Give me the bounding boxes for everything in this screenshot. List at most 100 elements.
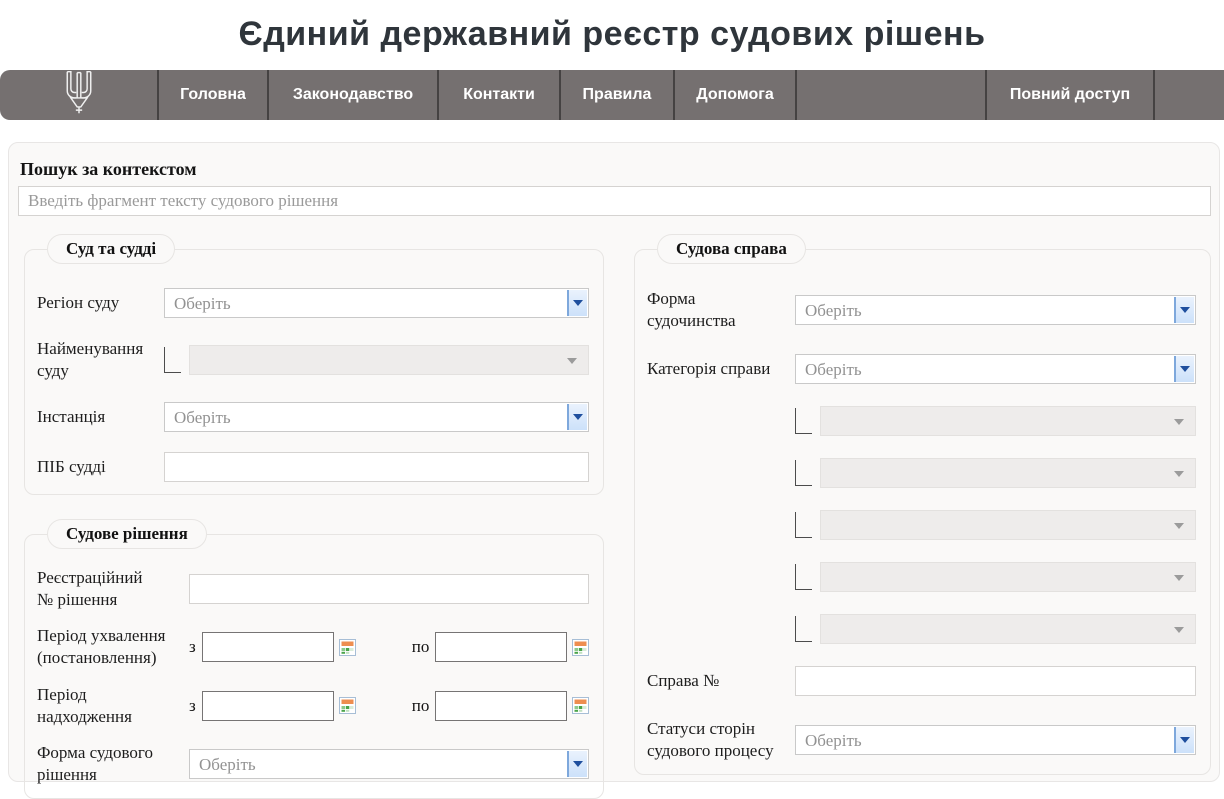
context-search-input[interactable] bbox=[18, 186, 1211, 216]
nav-item-legislation[interactable]: Законодавство bbox=[267, 70, 437, 120]
court-name-row: Найменування суду bbox=[37, 338, 589, 382]
court-fieldset-legend: Суд та судді bbox=[47, 234, 176, 264]
page-title: Єдиний державний реєстр судових рішень bbox=[238, 15, 986, 53]
judge-name-row: ПІБ судді bbox=[37, 452, 589, 483]
receipt-date-to-input[interactable] bbox=[435, 690, 568, 721]
calendar-icon[interactable] bbox=[338, 697, 356, 715]
chevron-down-icon[interactable] bbox=[567, 404, 587, 431]
court-region-label: Регіон суду bbox=[37, 292, 120, 312]
chevron-down-icon bbox=[1174, 575, 1184, 582]
nav-item-label: Контакти bbox=[463, 86, 535, 103]
decision-form-row: Форма судового рішення Оберіть bbox=[37, 742, 590, 786]
nav-item-label: Правила bbox=[582, 86, 652, 103]
nav-item-home[interactable]: Головна bbox=[157, 70, 267, 120]
decision-form-select[interactable]: Оберіть bbox=[189, 748, 590, 779]
child-level-marker bbox=[795, 616, 812, 643]
proceedings-form-row: Форма судочинства Оберіть bbox=[647, 288, 1196, 332]
select-placeholder-text: Оберіть bbox=[174, 294, 231, 313]
child-level-marker bbox=[795, 408, 812, 435]
proceedings-form-label: Форма судочинства bbox=[647, 289, 736, 331]
case-number-label: Справа № bbox=[647, 671, 720, 691]
receipt-date-from-input[interactable] bbox=[201, 690, 334, 721]
nav-item-label: Повний доступ bbox=[1009, 86, 1131, 103]
judge-name-label: ПІБ судді bbox=[37, 457, 106, 477]
adoption-date-from-input[interactable] bbox=[201, 632, 334, 663]
decision-form-label: Форма судового рішення bbox=[37, 742, 153, 784]
case-number-input[interactable] bbox=[795, 666, 1196, 697]
chevron-down-icon[interactable] bbox=[567, 290, 587, 316]
adoption-period-row: Період ухвалення (постановлення) з по bbox=[37, 625, 590, 669]
adoption-date-to-input[interactable] bbox=[435, 632, 568, 663]
chevron-down-icon[interactable] bbox=[567, 750, 588, 777]
chevron-down-icon bbox=[1174, 419, 1184, 426]
case-number-row: Справа № bbox=[647, 666, 1196, 697]
chevron-down-icon bbox=[1174, 523, 1184, 530]
decision-fieldset-legend: Судове рішення bbox=[47, 519, 207, 550]
nav-item-label: Головна bbox=[180, 86, 246, 103]
date-from-label: з bbox=[189, 637, 196, 657]
calendar-icon[interactable] bbox=[572, 638, 590, 656]
child-level-marker bbox=[795, 460, 812, 487]
ukraine-trident-icon bbox=[59, 69, 99, 121]
date-to-label: по bbox=[411, 695, 430, 715]
receipt-period-row: Період надходження з по bbox=[37, 684, 590, 728]
child-level-marker bbox=[795, 564, 812, 591]
nav-item-full-access[interactable]: Повний доступ bbox=[985, 70, 1153, 120]
calendar-icon[interactable] bbox=[572, 697, 590, 715]
calendar-icon[interactable] bbox=[338, 638, 356, 656]
date-to-label: по bbox=[411, 637, 430, 657]
case-subcategory-row bbox=[647, 562, 1196, 593]
nav-item-contacts[interactable]: Контакти bbox=[437, 70, 559, 120]
search-form-panel: Пошук за контекстом Суд та судді Регіон … bbox=[8, 142, 1220, 799]
select-placeholder-text: Оберіть bbox=[805, 731, 862, 751]
case-subcategory-select-disabled bbox=[820, 562, 1196, 593]
judge-name-input[interactable] bbox=[164, 452, 589, 483]
decision-reg-number-row: Реєстраційний № рішення bbox=[37, 567, 590, 611]
select-placeholder-text: Оберіть bbox=[199, 754, 256, 774]
adoption-period-label: Період ухвалення (постановлення) bbox=[37, 626, 166, 668]
court-case-fieldset: Судова справа Форма судочинства Оберіть … bbox=[634, 234, 1211, 776]
party-status-label: Статуси сторін судового процесу bbox=[647, 719, 774, 761]
nav-spacer bbox=[795, 70, 985, 120]
nav-item-label: Допомога bbox=[696, 86, 774, 103]
nav-item-rules[interactable]: Правила bbox=[559, 70, 673, 120]
main-nav: Головна Законодавство Контакти Правила Д… bbox=[0, 70, 1224, 120]
child-level-marker bbox=[164, 347, 181, 374]
case-category-select[interactable]: Оберіть bbox=[795, 354, 1196, 385]
court-region-select[interactable]: Оберіть bbox=[164, 288, 589, 318]
case-subcategory-row bbox=[647, 614, 1196, 645]
home-logo-link[interactable] bbox=[0, 70, 157, 120]
chevron-down-icon[interactable] bbox=[1174, 727, 1194, 754]
proceedings-form-select[interactable]: Оберіть bbox=[795, 295, 1196, 326]
nav-tail bbox=[1153, 70, 1224, 120]
nav-item-help[interactable]: Допомога bbox=[673, 70, 795, 120]
case-subcategory-row bbox=[647, 458, 1196, 489]
chevron-down-icon bbox=[1174, 627, 1184, 634]
court-instance-label: Інстанція bbox=[37, 407, 106, 427]
chevron-down-icon[interactable] bbox=[1174, 356, 1194, 383]
select-placeholder-text: Оберіть bbox=[174, 408, 231, 428]
child-level-marker bbox=[795, 512, 812, 539]
court-name-label: Найменування суду bbox=[37, 339, 144, 381]
case-subcategory-row bbox=[647, 406, 1196, 437]
case-subcategory-select-disabled bbox=[820, 406, 1196, 437]
party-status-row: Статуси сторін судового процесу Оберіть bbox=[647, 718, 1196, 762]
receipt-period-label: Період надходження bbox=[37, 684, 132, 726]
reg-number-input[interactable] bbox=[189, 574, 590, 605]
case-category-label: Категорія справи bbox=[647, 359, 771, 379]
court-instance-row: Інстанція Оберіть bbox=[37, 402, 589, 433]
case-subcategory-select-disabled bbox=[820, 614, 1196, 645]
court-name-select-disabled bbox=[189, 345, 589, 376]
case-subcategory-select-disabled bbox=[820, 458, 1196, 489]
case-subcategory-row bbox=[647, 510, 1196, 541]
reg-number-label: Реєстраційний № рішення bbox=[37, 568, 143, 610]
court-instance-select[interactable]: Оберіть bbox=[164, 402, 589, 433]
chevron-down-icon bbox=[1174, 471, 1184, 478]
select-placeholder-text: Оберіть bbox=[805, 360, 862, 380]
court-region-row: Регіон суду Оберіть bbox=[37, 288, 589, 318]
context-search-label: Пошук за контекстом bbox=[20, 159, 197, 179]
case-fieldset-legend: Судова справа bbox=[657, 234, 806, 264]
chevron-down-icon[interactable] bbox=[1174, 297, 1194, 324]
select-placeholder-text: Оберіть bbox=[805, 301, 862, 321]
party-status-select[interactable]: Оберіть bbox=[795, 725, 1196, 756]
